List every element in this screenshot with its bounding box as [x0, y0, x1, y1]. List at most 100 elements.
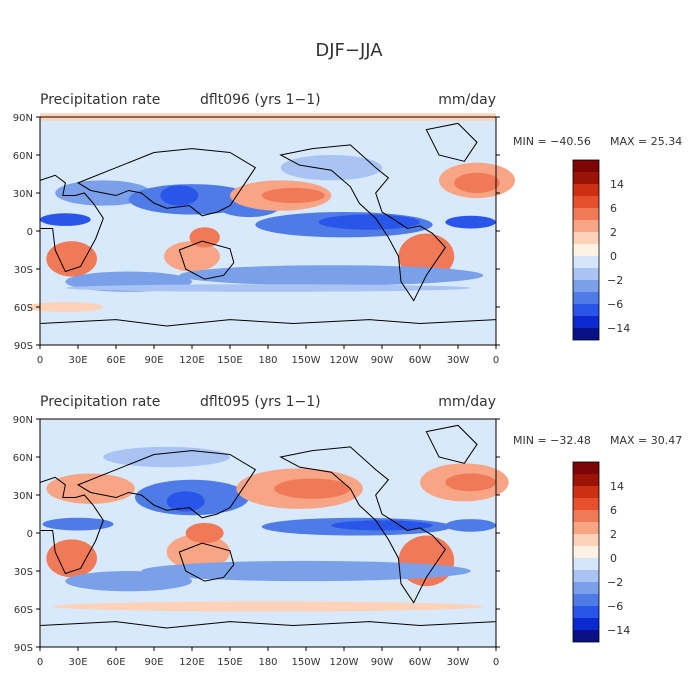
colorbar-bottom-swatch — [573, 630, 599, 642]
panel-top-units: mm/day — [438, 92, 496, 108]
colorbar-bottom-swatch — [573, 498, 599, 510]
lon-label: 120W — [330, 657, 359, 668]
colorbar-top-swatch — [573, 220, 599, 232]
map-top-lon-labels: 0 30E 60E 90E 120E 150E 180 150W 120W 90… — [37, 355, 499, 366]
panel-top-min: MIN = −40.56 — [513, 135, 591, 148]
map-bottom-lat-labels: 90N 60N 30N 0 30S 60S 90S — [13, 415, 33, 654]
lon-label: 180 — [258, 657, 277, 668]
lon-label: 90W — [371, 657, 394, 668]
lon-label: 60E — [106, 355, 125, 366]
colorbar-top-swatch — [573, 232, 599, 244]
colorbar-bottom-swatch — [573, 522, 599, 534]
panel-bottom-run: dflt095 (yrs 1−1) — [200, 394, 321, 410]
colorbar-label: 2 — [610, 528, 617, 541]
map-top-ticks — [36, 116, 500, 349]
colorbar-bottom-swatch — [573, 570, 599, 582]
colorbar-label: −2 — [607, 576, 623, 589]
lat-label: 0 — [27, 529, 33, 540]
colorbar-label: −6 — [607, 298, 623, 311]
panel-top-max: MAX = 25.34 — [610, 135, 682, 148]
lat-label: 90N — [13, 113, 33, 124]
lon-label: 30W — [447, 657, 470, 668]
lon-label: 60W — [409, 657, 432, 668]
colorbar-top-swatch — [573, 172, 599, 184]
lon-label: 120E — [179, 355, 204, 366]
colorbar-label: −2 — [607, 274, 623, 287]
colorbar-top-swatch — [573, 160, 599, 172]
colorbar-top-swatch — [573, 196, 599, 208]
lon-label: 150W — [292, 355, 321, 366]
lat-label: 60N — [13, 151, 33, 162]
map-bottom-ticks — [36, 418, 500, 651]
colorbar-bottom-swatch — [573, 474, 599, 486]
lat-label: 30S — [14, 567, 33, 578]
colorbar-bottom-frame — [572, 461, 600, 643]
colorbar-label: 6 — [610, 504, 617, 517]
colorbar-label: −14 — [607, 322, 630, 335]
panel-bottom: Precipitation rate dflt095 (yrs 1−1) mm/… — [13, 394, 682, 668]
colorbar-bottom-swatch — [573, 462, 599, 474]
lat-label: 30S — [14, 265, 33, 276]
lon-label: 30E — [68, 355, 87, 366]
panel-top: Precipitation rate dflt096 (yrs 1−1) mm/… — [13, 92, 682, 366]
colorbar-bottom-swatch — [573, 594, 599, 606]
lat-label: 90N — [13, 415, 33, 426]
lon-label: 90E — [144, 657, 163, 668]
colorbar-label: −6 — [607, 600, 623, 613]
colorbar-bottom-swatch — [573, 534, 599, 546]
lon-label: 120E — [179, 657, 204, 668]
colorbar-top-swatch — [573, 208, 599, 220]
panel-bottom-units: mm/day — [438, 394, 496, 410]
colorbar-bottom-swatch — [573, 606, 599, 618]
colorbar-label: 0 — [610, 552, 617, 565]
lon-label: 0 — [493, 355, 499, 366]
lon-label: 180 — [258, 355, 277, 366]
colorbar-bottom-swatch — [573, 582, 599, 594]
lat-label: 90S — [14, 643, 33, 654]
colorbar-top-labels: 14 6 2 0 −2 −6 −14 — [607, 178, 630, 335]
lon-label: 90E — [144, 355, 163, 366]
lat-label: 60S — [14, 303, 33, 314]
panel-bottom-title: Precipitation rate — [40, 394, 160, 410]
map-top-coastlines — [39, 122, 497, 327]
colorbar-top-swatch — [573, 316, 599, 328]
colorbar-label: 0 — [610, 250, 617, 263]
map-bottom: 90N 60N 30N 0 30S 60S 90S 0 30E 60E 90E … — [13, 415, 509, 668]
colorbar-bottom-labels: 14 6 2 0 −2 −6 −14 — [607, 480, 630, 637]
colorbar-top-swatch — [573, 184, 599, 196]
colorbar-top-frame — [572, 159, 600, 341]
colorbar-top-swatch — [573, 280, 599, 292]
lat-label: 30N — [13, 189, 33, 200]
map-top-lat-labels: 90N 60N 30N 0 30S 60S 90S — [13, 113, 33, 352]
lon-label: 30E — [68, 657, 87, 668]
lon-label: 0 — [37, 355, 43, 366]
colorbar-bottom-swatch — [573, 510, 599, 522]
colorbar-bottom-swatch — [573, 546, 599, 558]
colorbar-bottom-swatch — [573, 618, 599, 630]
lat-label: 60N — [13, 453, 33, 464]
colorbar-label: 2 — [610, 226, 617, 239]
lon-label: 150E — [217, 355, 242, 366]
colorbar-top-swatch — [573, 292, 599, 304]
colorbar-label: 14 — [610, 480, 624, 493]
map-top-field — [27, 113, 516, 313]
map-bottom-lon-labels: 0 30E 60E 90E 120E 150E 180 150W 120W 90… — [37, 657, 499, 668]
colorbar-bottom: 14 6 2 0 −2 −6 −14 — [572, 461, 630, 643]
colorbar-top-swatch — [573, 328, 599, 340]
lon-label: 150W — [292, 657, 321, 668]
map-bottom-coastlines — [39, 424, 497, 629]
lat-label: 0 — [27, 227, 33, 238]
colorbar-top-swatch — [573, 244, 599, 256]
lon-label: 60W — [409, 355, 432, 366]
colorbar-label: 6 — [610, 202, 617, 215]
panel-top-title: Precipitation rate — [40, 92, 160, 108]
colorbar-label: −14 — [607, 624, 630, 637]
panel-bottom-max: MAX = 30.47 — [610, 434, 682, 447]
colorbar-top-swatch — [573, 304, 599, 316]
lon-label: 60E — [106, 657, 125, 668]
lon-label: 30W — [447, 355, 470, 366]
colorbar-label: 14 — [610, 178, 624, 191]
panel-bottom-min: MIN = −32.48 — [513, 434, 591, 447]
colorbar-bottom-swatch — [573, 558, 599, 570]
